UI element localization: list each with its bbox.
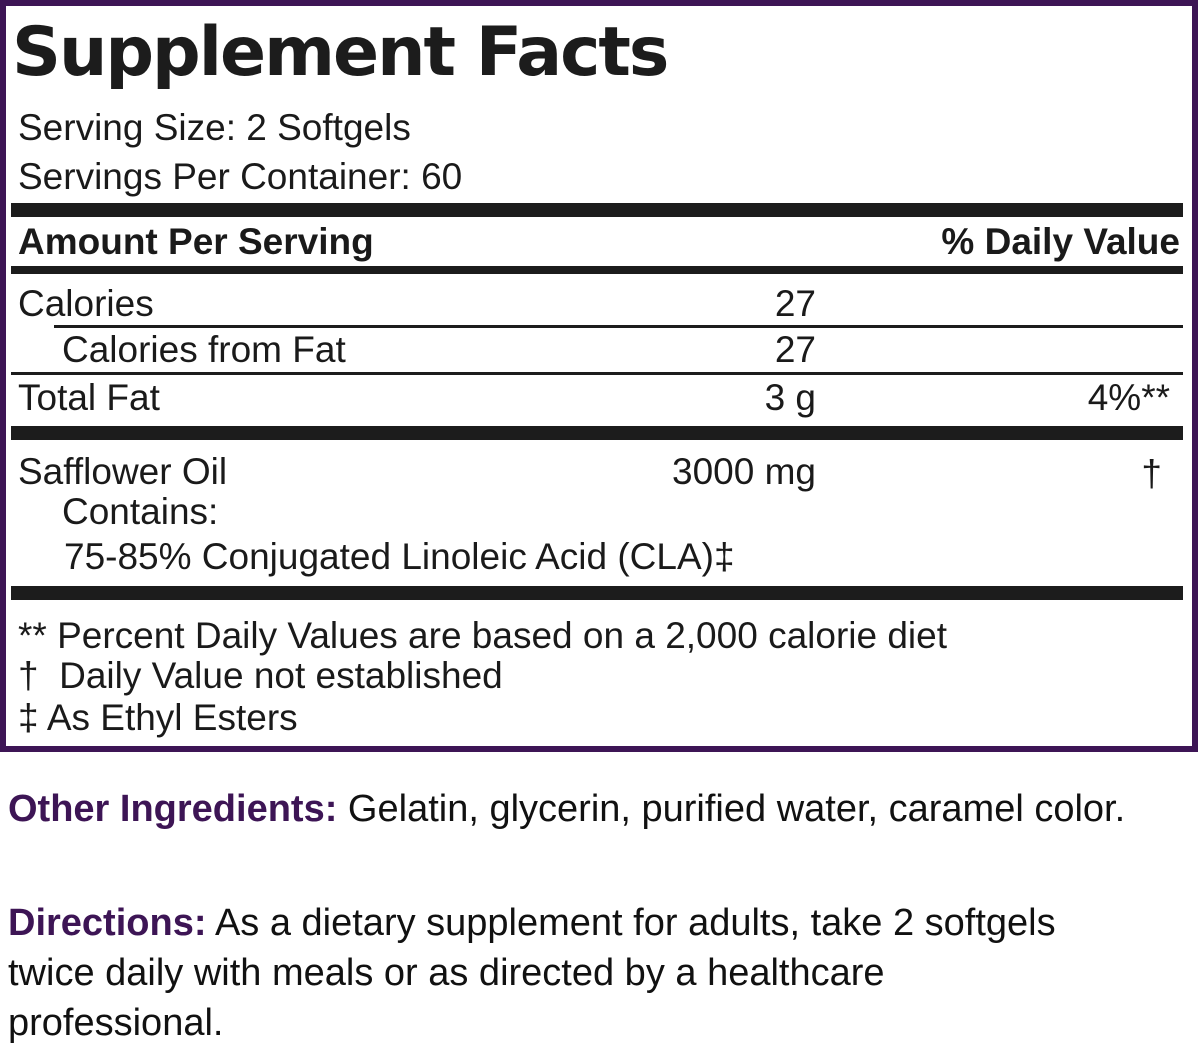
servings-per-container: Servings Per Container: 60 <box>18 156 463 197</box>
row-total-fat-dv: 4%** <box>1087 377 1170 418</box>
divider-thick <box>11 586 1183 600</box>
footnote-daily-values: ** Percent Daily Values are based on a 2… <box>18 615 947 656</box>
row-total-fat-name: Total Fat <box>18 377 160 418</box>
footnote-dv-not-established: † Daily Value not established <box>18 655 503 696</box>
directions-label: Directions: <box>8 902 207 944</box>
row-calories-amount: 27 <box>774 283 816 324</box>
footnote-ethyl-esters: ‡ As Ethyl Esters <box>18 697 298 738</box>
divider-thick <box>11 426 1183 440</box>
divider-thin <box>11 372 1183 375</box>
contains-label: Contains: <box>62 491 219 532</box>
divider-medium <box>11 266 1183 274</box>
supplement-facts-panel <box>0 0 1198 752</box>
other-ingredients-text: Gelatin, glycerin, purified water, caram… <box>337 788 1126 830</box>
row-safflower-oil-amount: 3000 mg <box>672 451 816 492</box>
other-ingredients: Other Ingredients: Gelatin, glycerin, pu… <box>8 784 1198 834</box>
directions-text: As a dietary supplement for adults, take… <box>8 902 1056 1044</box>
divider-thick <box>11 203 1183 217</box>
other-ingredients-label: Other Ingredients: <box>8 788 338 830</box>
amount-per-serving-header: Amount Per Serving <box>18 221 374 262</box>
row-safflower-oil-name: Safflower Oil <box>18 451 228 492</box>
divider-thin-indented <box>54 325 1183 328</box>
row-calories-from-fat-name: Calories from Fat <box>62 329 346 370</box>
serving-size: Serving Size: 2 Softgels <box>18 107 411 148</box>
panel-title: Supplement Facts <box>12 13 669 92</box>
row-calories-name: Calories <box>18 283 154 324</box>
directions: Directions: As a dietary supplement for … <box>8 898 1108 1048</box>
row-total-fat-amount: 3 g <box>764 377 816 418</box>
dagger-symbol: † <box>1141 453 1162 494</box>
daily-value-header: % Daily Value <box>941 221 1180 262</box>
row-calories-from-fat-amount: 27 <box>774 329 816 370</box>
contains-item-cla: 75-85% Conjugated Linoleic Acid (CLA)‡ <box>64 536 735 577</box>
